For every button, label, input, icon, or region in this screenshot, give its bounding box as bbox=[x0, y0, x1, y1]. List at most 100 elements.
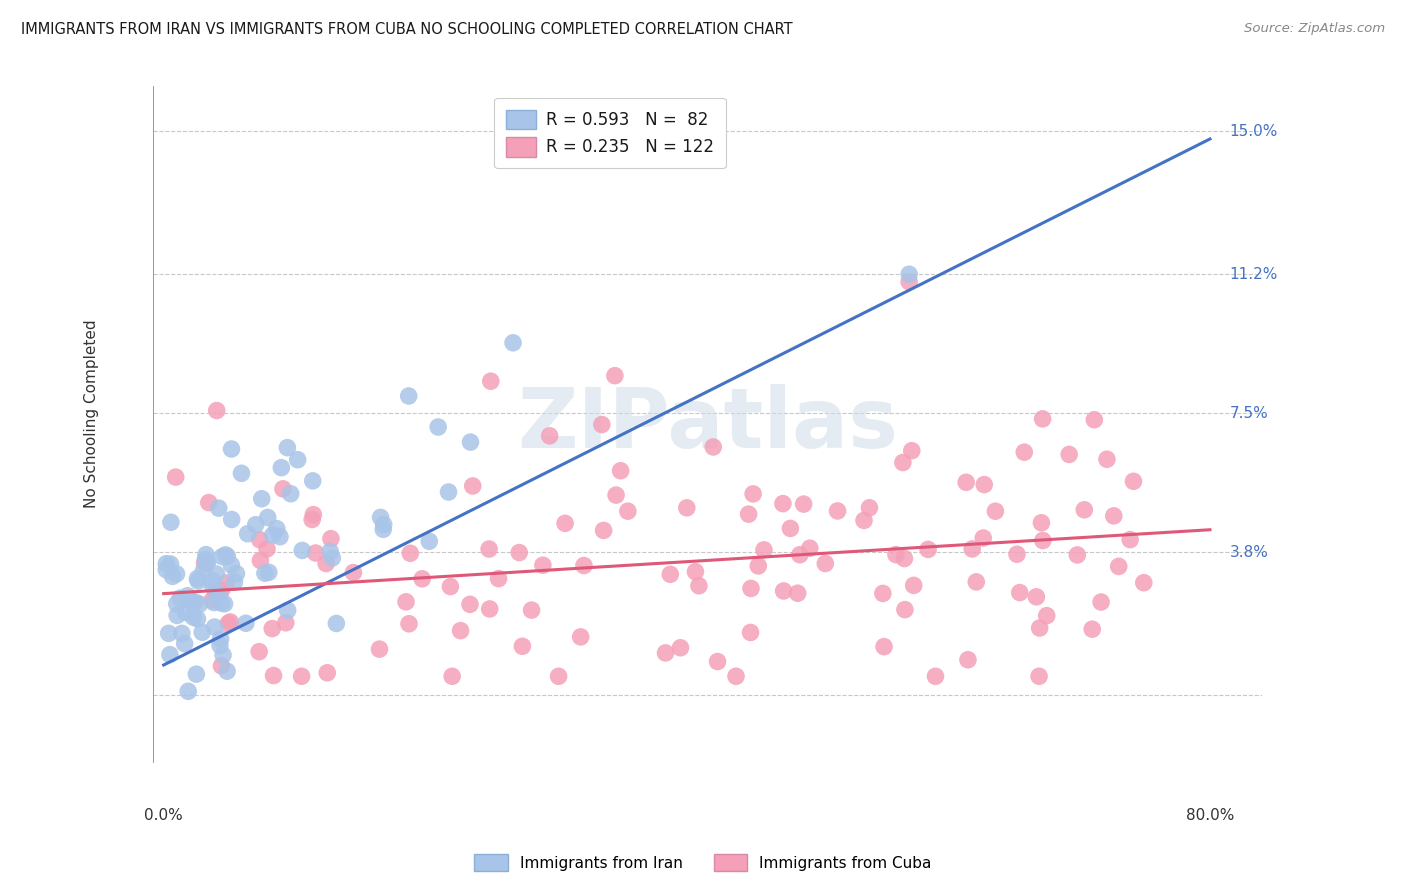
Point bbox=[155, 563, 177, 577]
Point bbox=[740, 582, 762, 596]
Point bbox=[460, 435, 482, 450]
Point bbox=[262, 622, 284, 636]
Point bbox=[266, 522, 288, 536]
Point bbox=[569, 630, 592, 644]
Point bbox=[221, 558, 243, 572]
Point bbox=[221, 512, 243, 526]
Point bbox=[214, 597, 236, 611]
Point bbox=[858, 500, 880, 515]
Point bbox=[247, 645, 270, 659]
Point bbox=[249, 533, 271, 547]
Point bbox=[208, 501, 231, 516]
Point bbox=[186, 667, 208, 681]
Point bbox=[747, 558, 769, 573]
Point bbox=[155, 557, 177, 571]
Point bbox=[271, 482, 294, 496]
Point bbox=[280, 487, 302, 501]
Point bbox=[398, 389, 420, 403]
Point bbox=[370, 510, 392, 524]
Point bbox=[291, 669, 314, 683]
Point bbox=[166, 597, 188, 611]
Point bbox=[973, 477, 995, 491]
Point bbox=[217, 616, 239, 631]
Point bbox=[316, 665, 339, 680]
Point bbox=[212, 648, 235, 662]
Point bbox=[269, 530, 291, 544]
Point bbox=[1032, 412, 1054, 426]
Point bbox=[1025, 590, 1047, 604]
Point bbox=[1057, 447, 1080, 461]
Point bbox=[197, 555, 219, 569]
Point bbox=[270, 460, 292, 475]
Point bbox=[1095, 452, 1118, 467]
Point bbox=[1073, 503, 1095, 517]
Point bbox=[1119, 533, 1142, 547]
Point bbox=[450, 624, 472, 638]
Point bbox=[898, 267, 921, 281]
Point bbox=[231, 467, 253, 481]
Point bbox=[262, 528, 284, 542]
Point bbox=[208, 638, 231, 652]
Point bbox=[165, 470, 187, 484]
Point bbox=[960, 541, 983, 556]
Point bbox=[659, 567, 682, 582]
Point bbox=[399, 546, 422, 560]
Point bbox=[740, 625, 762, 640]
Point bbox=[319, 532, 342, 546]
Point bbox=[250, 491, 273, 506]
Point bbox=[304, 546, 326, 560]
Point bbox=[209, 632, 232, 646]
Point bbox=[211, 583, 233, 598]
Point bbox=[205, 586, 228, 600]
Point bbox=[249, 553, 271, 567]
Point bbox=[277, 603, 299, 617]
Point bbox=[215, 576, 238, 591]
Point bbox=[181, 596, 204, 610]
Point bbox=[591, 417, 613, 432]
Point bbox=[173, 637, 195, 651]
Point bbox=[898, 275, 921, 289]
Point bbox=[437, 485, 460, 500]
Point bbox=[893, 551, 915, 566]
Point bbox=[253, 566, 276, 581]
Point bbox=[924, 669, 946, 683]
Point bbox=[201, 574, 224, 588]
Point bbox=[458, 597, 481, 611]
Point bbox=[395, 595, 418, 609]
Point bbox=[742, 487, 765, 501]
Point bbox=[193, 556, 215, 570]
Point bbox=[256, 510, 278, 524]
Text: ZIPatlas: ZIPatlas bbox=[517, 384, 898, 465]
Point bbox=[572, 558, 595, 573]
Point bbox=[187, 574, 209, 588]
Point bbox=[772, 497, 794, 511]
Point bbox=[654, 646, 676, 660]
Point bbox=[211, 659, 233, 673]
Point bbox=[214, 548, 236, 562]
Point bbox=[319, 544, 342, 558]
Point bbox=[1081, 622, 1104, 636]
Point bbox=[965, 574, 987, 589]
Point bbox=[225, 566, 247, 581]
Point bbox=[427, 420, 450, 434]
Point bbox=[502, 335, 524, 350]
Point bbox=[245, 517, 267, 532]
Point bbox=[891, 455, 914, 469]
Point bbox=[411, 572, 433, 586]
Legend: R = 0.593   N =  82, R = 0.235   N = 122: R = 0.593 N = 82, R = 0.235 N = 122 bbox=[495, 98, 725, 169]
Point bbox=[1108, 559, 1130, 574]
Point bbox=[479, 374, 502, 388]
Point bbox=[195, 557, 218, 571]
Point bbox=[706, 655, 728, 669]
Point bbox=[772, 584, 794, 599]
Point bbox=[315, 557, 337, 571]
Point bbox=[688, 579, 710, 593]
Point bbox=[488, 572, 510, 586]
Point bbox=[917, 542, 939, 557]
Point bbox=[176, 589, 198, 603]
Point bbox=[884, 548, 907, 562]
Point bbox=[236, 526, 259, 541]
Point bbox=[177, 684, 200, 698]
Point bbox=[793, 497, 815, 511]
Point bbox=[478, 541, 501, 556]
